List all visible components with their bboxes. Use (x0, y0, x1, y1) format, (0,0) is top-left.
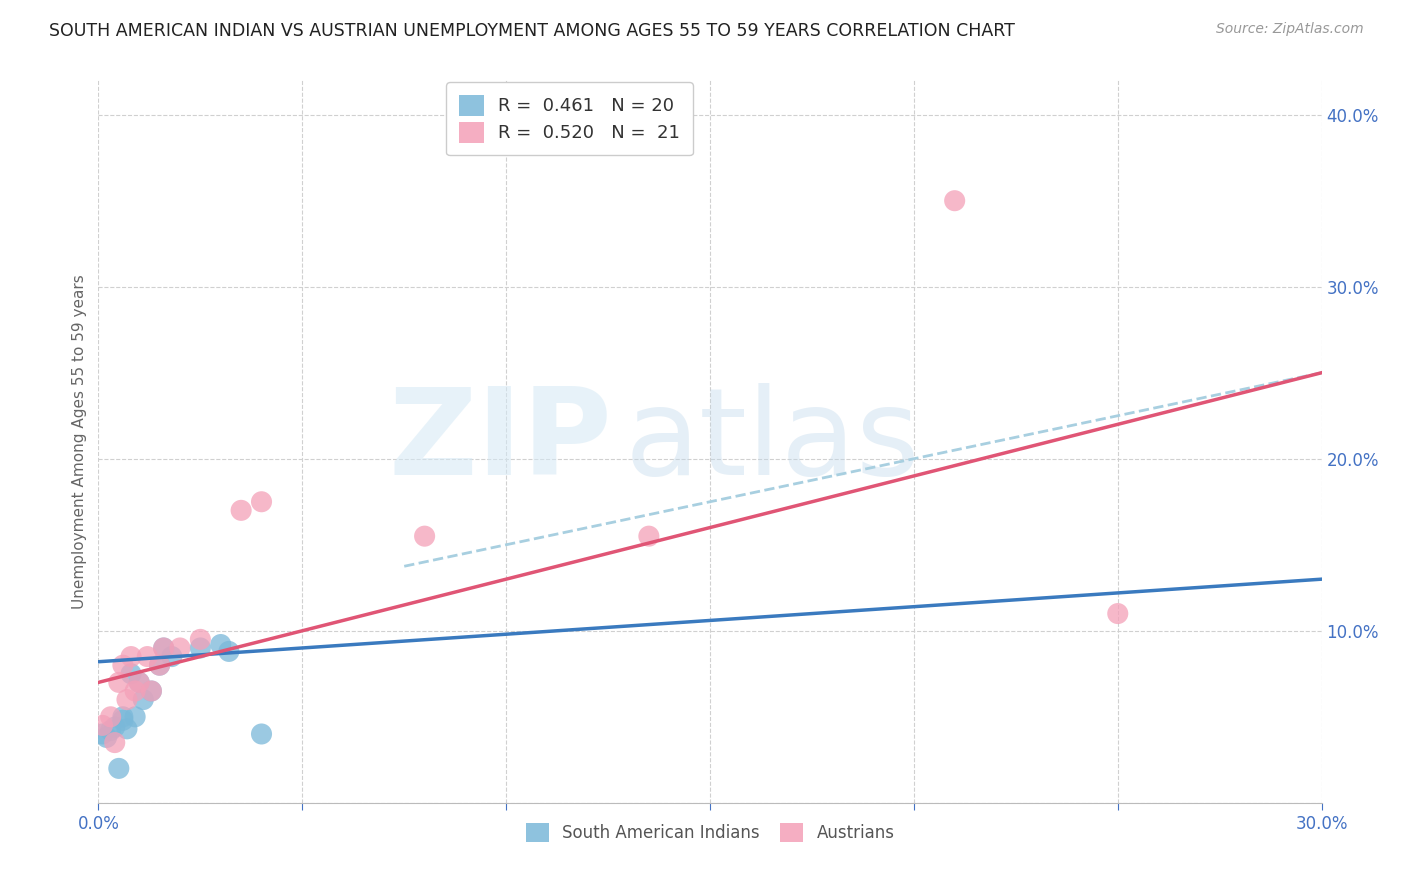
Point (188, 632, 212, 647)
Point (108, 761, 131, 775)
Point (250, 727, 273, 741)
Text: atlas: atlas (624, 383, 920, 500)
Point (100, 710, 122, 724)
Text: ZIP: ZIP (388, 383, 612, 500)
Point (132, 692, 155, 706)
Point (209, 638, 232, 652)
Point (1107, 607, 1129, 621)
Point (141, 684, 163, 698)
Point (149, 658, 172, 673)
Point (124, 710, 146, 724)
Text: SOUTH AMERICAN INDIAN VS AUSTRIAN UNEMPLOYMENT AMONG AGES 55 TO 59 YEARS CORRELA: SOUTH AMERICAN INDIAN VS AUSTRIAN UNEMPL… (49, 22, 1015, 40)
Point (120, 666, 142, 681)
Point (104, 735, 127, 749)
Legend: South American Indians, Austrians: South American Indians, Austrians (519, 816, 901, 848)
Point (218, 644, 240, 658)
Point (111, 713, 134, 727)
Point (128, 675, 150, 690)
Point (91, 718, 114, 732)
Point (169, 640, 191, 655)
Point (124, 684, 146, 698)
Point (231, 503, 253, 517)
Point (111, 658, 134, 673)
Point (943, 194, 966, 208)
Point (108, 675, 131, 690)
Y-axis label: Unemployment Among Ages 55 to 59 years: Unemployment Among Ages 55 to 59 years (72, 274, 87, 609)
Point (413, 529, 436, 543)
Point (152, 640, 174, 655)
Point (250, 494, 273, 508)
Text: Source: ZipAtlas.com: Source: ZipAtlas.com (1216, 22, 1364, 37)
Point (111, 710, 134, 724)
Point (115, 722, 138, 736)
Point (128, 675, 150, 690)
Point (152, 640, 174, 655)
Point (136, 649, 159, 664)
Point (188, 640, 212, 655)
Point (100, 723, 122, 738)
Point (120, 649, 142, 664)
Point (96, 731, 118, 745)
Point (91, 727, 114, 741)
Point (149, 658, 172, 673)
Point (141, 684, 163, 698)
Point (160, 649, 183, 664)
Point (115, 692, 138, 706)
Point (637, 529, 661, 543)
Point (104, 720, 127, 734)
